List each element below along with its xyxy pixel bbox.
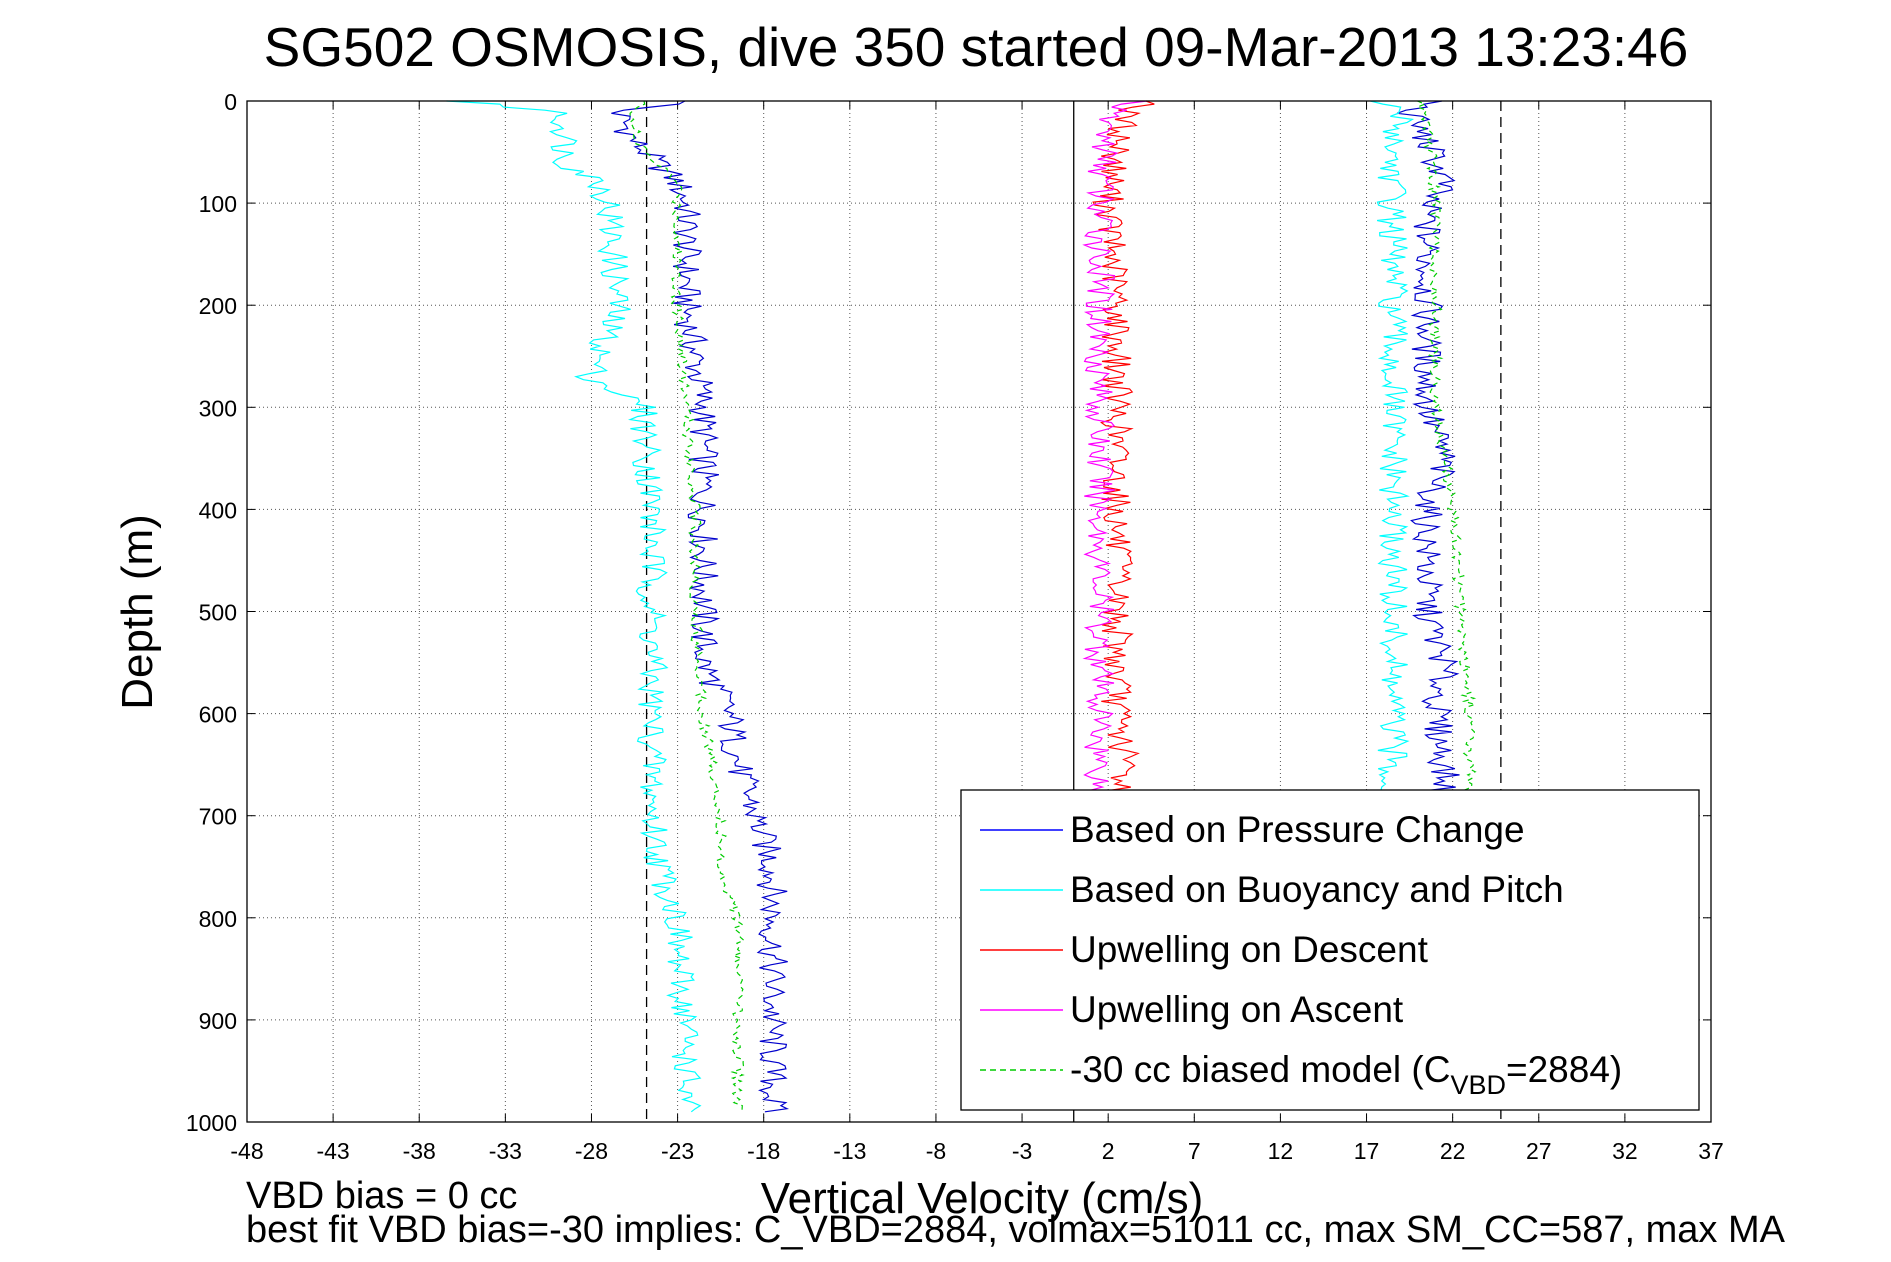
legend: Based on Pressure Change Based on Buoyanc…	[960, 789, 1700, 1111]
y-tick-label: 1000	[186, 1110, 237, 1136]
x-tick-label: -38	[403, 1138, 436, 1164]
series-line	[1370, 100, 1415, 816]
y-tick-label: 400	[199, 497, 237, 523]
y-tick-label: 600	[199, 702, 237, 728]
y-tick-label: 200	[199, 293, 237, 319]
x-tick-labels: -48 -43 -38 -33 -28 -23 -18 -13 -8 -3 2 7 12 17 22 27 32…	[230, 1138, 1723, 1164]
x-axis-label: Vertical Velocity (cm/s)	[761, 1174, 1204, 1223]
x-tick-label: -13	[833, 1138, 866, 1164]
y-tick-label: 700	[199, 804, 237, 830]
y-tick-label: 0	[224, 89, 237, 115]
x-tick-label: -48	[230, 1138, 263, 1164]
legend-label: Based on Buoyancy and Pitch	[1070, 869, 1564, 910]
x-tick-label: -23	[661, 1138, 694, 1164]
legend-label: Upwelling on Descent	[1070, 929, 1429, 970]
x-tick-label: 12	[1268, 1138, 1294, 1164]
series-line	[1415, 100, 1478, 816]
series-line	[1082, 100, 1148, 816]
legend-label: Upwelling on Ascent	[1070, 989, 1404, 1030]
x-tick-label: -28	[575, 1138, 608, 1164]
legend-label: Based on Pressure Change	[1070, 809, 1525, 850]
x-tick-label: 22	[1440, 1138, 1466, 1164]
series-line	[1396, 100, 1460, 816]
legend-box	[960, 789, 1700, 1111]
y-tick-label: 800	[199, 906, 237, 932]
x-tick-label: -43	[316, 1138, 349, 1164]
x-tick-label: 27	[1526, 1138, 1552, 1164]
y-axis-label: Depth (m)	[113, 514, 162, 710]
y-tick-label: 900	[199, 1008, 237, 1034]
best-fit-note: best fit VBD bias=-30 implies: C_VBD=288…	[246, 1209, 1785, 1251]
series-line	[629, 100, 746, 1112]
x-tick-label: -18	[747, 1138, 780, 1164]
vbd-bias-note: VBD bias = 0 cc	[246, 1175, 518, 1217]
y-tick-label: 100	[199, 191, 237, 217]
x-tick-label: 2	[1102, 1138, 1115, 1164]
chart-title: SG502 OSMOSIS, dive 350 started 09-Mar-2…	[264, 16, 1689, 78]
x-tick-label: -33	[489, 1138, 522, 1164]
x-tick-label: -3	[1012, 1138, 1032, 1164]
x-tick-label: 37	[1698, 1138, 1724, 1164]
x-tick-label: 32	[1612, 1138, 1638, 1164]
plot-frame	[246, 100, 1712, 1123]
series-line	[1092, 100, 1155, 816]
series-line	[446, 100, 702, 1113]
x-tick-label: 17	[1354, 1138, 1380, 1164]
plot-area	[446, 100, 1478, 1113]
x-tick-label: -8	[926, 1138, 946, 1164]
y-tick-label: 500	[199, 600, 237, 626]
y-tick-label: 300	[199, 395, 237, 421]
x-tick-label: 7	[1188, 1138, 1201, 1164]
y-tick-labels: 0 100 200 300 400 500 600 700 800 900 1000	[186, 89, 237, 1136]
series-line	[611, 100, 790, 1113]
